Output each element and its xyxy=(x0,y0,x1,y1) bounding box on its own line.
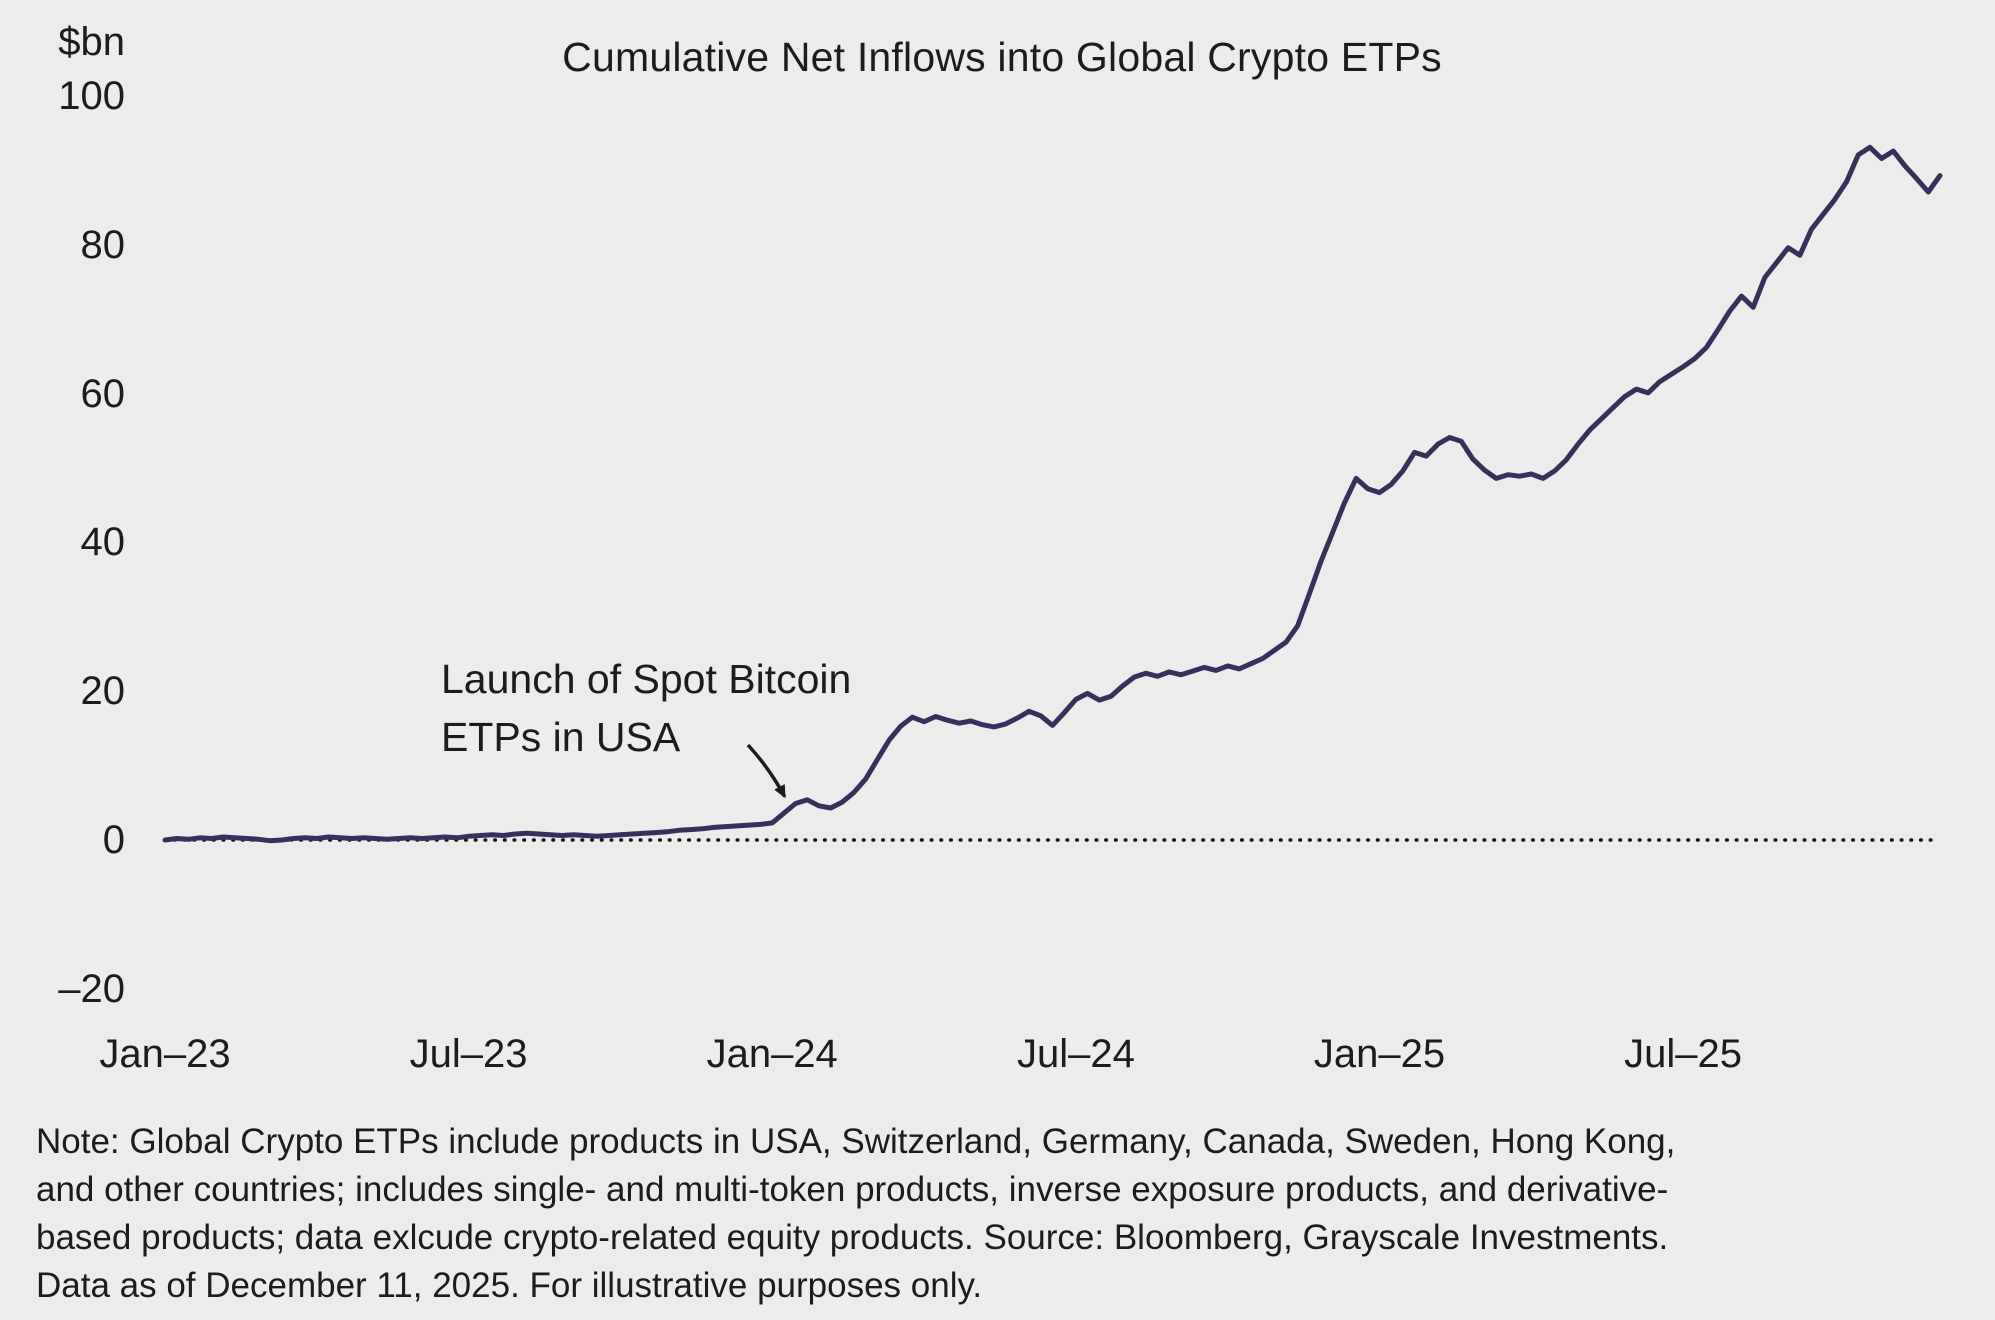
series-line-group xyxy=(162,144,1943,844)
annotation-line-2: ETPs in USA xyxy=(441,714,681,760)
x-tick-label: Jul–24 xyxy=(1016,1032,1135,1076)
annotation-launch-spot-bitcoin-etps: Launch of Spot Bitcoin ETPs in USA xyxy=(441,650,851,766)
y-tick-label: 60 xyxy=(80,371,126,416)
y-tick-label: 40 xyxy=(80,520,126,565)
y-tick-label: 100 xyxy=(58,74,125,118)
x-tick-label: Jan–25 xyxy=(1313,1032,1446,1076)
y-axis-unit-label: $bn xyxy=(58,20,125,64)
y-tick-label: 20 xyxy=(80,669,126,714)
y-tick-label: –20 xyxy=(58,966,125,1011)
note-line-3: based products; data exlcude crypto-rela… xyxy=(36,1218,1669,1257)
y-tick-label: 0 xyxy=(102,818,125,862)
inflows-line xyxy=(162,144,1943,844)
chart-title: Cumulative Net Inflows into Global Crypt… xyxy=(562,34,1442,80)
x-tick-label: Jan–23 xyxy=(99,1032,231,1076)
annotation-arrow-group xyxy=(746,743,787,799)
x-tick-label: Jul–23 xyxy=(409,1032,528,1076)
note-line-4: Data as of December 11, 2025. For illust… xyxy=(36,1266,983,1305)
x-tick-label: Jan–24 xyxy=(706,1032,838,1076)
source-note: Note: Global Crypto ETPs include product… xyxy=(36,1118,1675,1310)
note-line-1: Note: Global Crypto ETPs include product… xyxy=(36,1122,1676,1161)
note-line-2: and other countries; includes single- an… xyxy=(36,1170,1669,1209)
annotation-arrow xyxy=(746,743,787,799)
x-tick-label: Jul–25 xyxy=(1624,1032,1743,1076)
annotation-line-1: Launch of Spot Bitcoin xyxy=(441,656,852,702)
y-tick-label: 80 xyxy=(80,222,126,267)
